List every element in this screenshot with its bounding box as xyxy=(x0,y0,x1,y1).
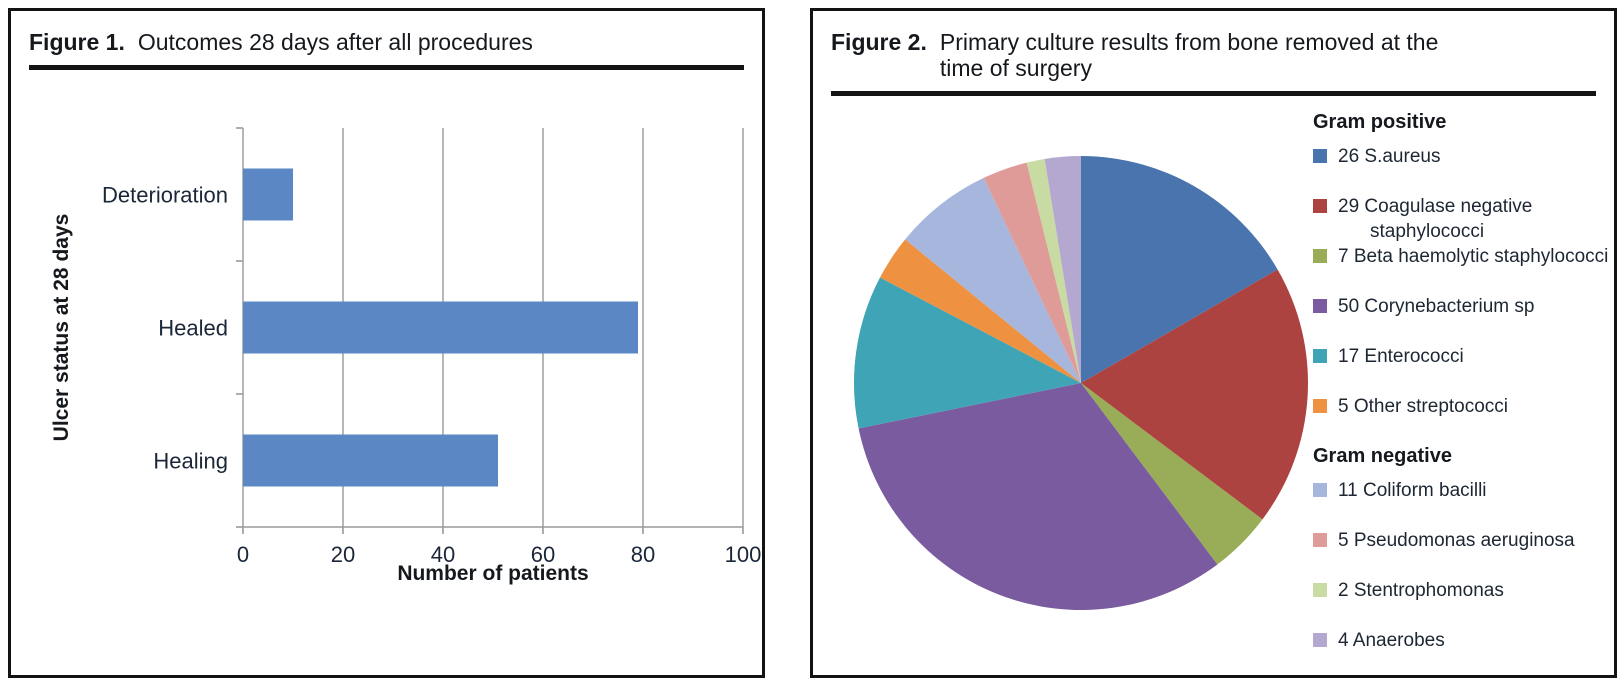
legend-swatch-s-aureus xyxy=(1313,149,1327,163)
legend-item-enterococci: 17 Enterococci xyxy=(1313,344,1609,394)
legend-label-beta-haemolytic-staphylococci: 7 Beta haemolytic staphylococci xyxy=(1338,246,1609,267)
legend-item-coliform-bacilli: 11 Coliform bacilli xyxy=(1313,478,1609,528)
legend-label-corynebacterium-sp: 50 Corynebacterium sp xyxy=(1338,296,1535,317)
figure2-label: Figure 2. xyxy=(831,29,927,55)
category-label-deterioration: Deterioration xyxy=(102,183,228,208)
x-tick-label-20: 20 xyxy=(331,542,355,567)
pie-legend: Gram positive 26 S.aureus 29 Coagulase neg… xyxy=(1313,110,1609,678)
x-tick-label-100: 100 xyxy=(725,542,762,567)
figure2-panel: Figure 2. Primary culture results from b… xyxy=(810,8,1617,678)
figure2-title-line1: Primary culture results from bone remove… xyxy=(939,29,1439,55)
legend-swatch-pseudomonas-aeruginosa xyxy=(1313,533,1327,547)
legend-swatch-coagulase-negative-staphylococci xyxy=(1313,199,1327,213)
legend-swatch-enterococci xyxy=(1313,349,1327,363)
pie-slice-coliform-bacilli xyxy=(905,177,1081,383)
legend-item-s-aureus: 26 S.aureus xyxy=(1313,144,1609,194)
figure1-title: Figure 1. Outcomes 28 days after all pro… xyxy=(11,11,762,63)
legend-label-other-streptococci: 5 Other streptococci xyxy=(1338,396,1509,417)
x-tick-label-60: 60 xyxy=(531,542,555,567)
bar-healed xyxy=(243,301,638,354)
figure2-title: Figure 2. Primary culture results from b… xyxy=(813,11,1614,89)
legend-item-beta-haemolytic-staphylococci: 7 Beta haemolytic staphylococci xyxy=(1313,244,1609,294)
pie-chart xyxy=(854,156,1309,610)
bar-chart-area: 0 20 40 60 80 100 Deterioration Healed Healing Nu… xyxy=(11,70,762,673)
legend-label-enterococci: 17 Enterococci xyxy=(1338,346,1464,367)
bar-healing xyxy=(243,434,498,487)
pie-slice-coagulase-negative-staphylococci xyxy=(1081,269,1309,520)
x-tick-label-0: 0 xyxy=(237,542,249,567)
pie-slice-anaerobes xyxy=(1044,156,1081,383)
pie-slice-stentrophomonas xyxy=(1026,158,1081,383)
figure1-label: Figure 1. xyxy=(29,29,125,55)
legend-item-corynebacterium-sp: 50 Corynebacterium sp xyxy=(1313,294,1609,344)
legend-item-stentrophomonas: 2 Stentrophomonas xyxy=(1313,578,1609,628)
legend-item-coagulase-negative-staphylococci: 29 Coagulase negative staphylococci xyxy=(1313,194,1609,244)
category-label-healing: Healing xyxy=(153,449,228,474)
legend-label-s-aureus: 26 S.aureus xyxy=(1338,146,1441,167)
legend-label-stentrophomonas: 2 Stentrophomonas xyxy=(1338,580,1504,601)
pie-slice-s-aureus xyxy=(1081,156,1278,383)
legend-swatch-corynebacterium-sp xyxy=(1313,299,1327,313)
figure1-title-rule xyxy=(29,65,744,70)
legend-swatch-other-streptococci xyxy=(1313,399,1327,413)
figure1-panel: Figure 1. Outcomes 28 days after all pro… xyxy=(8,8,765,678)
pie-slice-enterococci xyxy=(854,277,1081,429)
legend-swatch-stentrophomonas xyxy=(1313,583,1327,597)
legend-label-pseudomonas-aeruginosa: 5 Pseudomonas aeruginosa xyxy=(1338,530,1575,551)
pie-slice-beta-haemolytic-staphylococci xyxy=(1081,383,1263,565)
figure2-title-text: Primary culture results from bone remove… xyxy=(940,29,1439,81)
y-axis-title: Ulcer status at 28 days xyxy=(50,214,73,442)
category-label-healed: Healed xyxy=(158,316,228,341)
legend-group-header-gram-negative: Gram negative xyxy=(1313,445,1452,467)
legend-group-header-gram-positive: Gram positive xyxy=(1313,111,1447,133)
legend-item-other-streptococci: 5 Other streptococci xyxy=(1313,394,1609,444)
pie-slice-corynebacterium-sp xyxy=(858,383,1218,610)
legend-swatch-coliform-bacilli xyxy=(1313,483,1327,497)
x-axis-title: Number of patients xyxy=(397,562,588,585)
pie-chart-area: Gram positive 26 S.aureus 29 Coagulase neg… xyxy=(813,96,1614,667)
legend-item-anaerobes: 4 Anaerobes xyxy=(1313,628,1609,678)
legend-label-anaerobes: 4 Anaerobes xyxy=(1338,630,1445,651)
bar-chart: 0 20 40 60 80 100 Deterioration Healed Healing Nu… xyxy=(50,127,762,585)
figure2-title-line2: time of surgery xyxy=(939,55,1092,81)
bar-deterioration xyxy=(243,168,293,221)
figure1-title-text: Outcomes 28 days after all procedures xyxy=(137,29,533,55)
legend-label-coliform-bacilli: 11 Coliform bacilli xyxy=(1338,480,1487,501)
pie-slice-other-streptococci xyxy=(880,239,1081,383)
legend-label-coagulase-negative-staphylococci: 29 Coagulase negative staphylococci xyxy=(1338,196,1533,242)
pie-slice-pseudomonas-aeruginosa xyxy=(983,162,1081,383)
figure2-title-rule xyxy=(831,91,1596,96)
legend-item-pseudomonas-aeruginosa: 5 Pseudomonas aeruginosa xyxy=(1313,528,1609,578)
legend-swatch-anaerobes xyxy=(1313,633,1327,647)
x-tick-label-40: 40 xyxy=(431,542,455,567)
legend-swatch-beta-haemolytic-staphylococci xyxy=(1313,249,1327,263)
x-tick-label-80: 80 xyxy=(631,542,655,567)
